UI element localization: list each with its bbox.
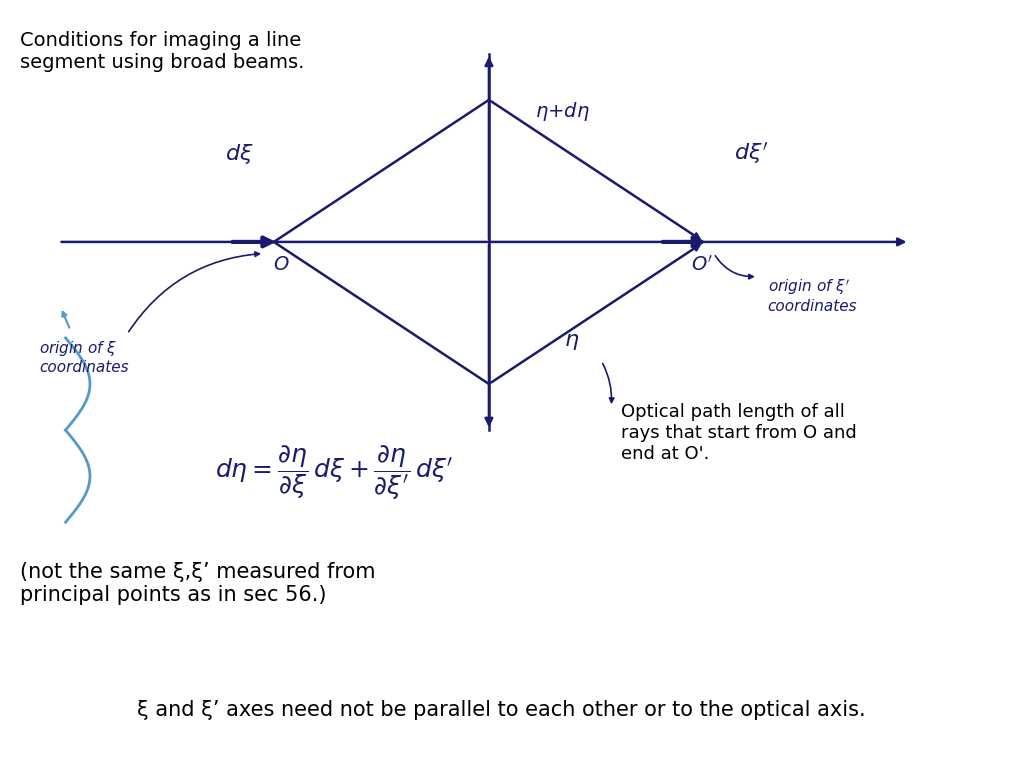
Text: (not the same ξ,ξ’ measured from
principal points as in sec 56.): (not the same ξ,ξ’ measured from princip…	[19, 562, 375, 605]
Text: origin of $\xi'$
coordinates: origin of $\xi'$ coordinates	[768, 277, 857, 314]
Text: $d\xi'$: $d\xi'$	[734, 141, 768, 167]
Text: Conditions for imaging a line
segment using broad beams.: Conditions for imaging a line segment us…	[19, 31, 304, 71]
Text: $d\xi$: $d\xi$	[225, 141, 254, 166]
Text: origin of $\xi$
coordinates: origin of $\xi$ coordinates	[39, 339, 129, 376]
Text: $\eta$: $\eta$	[564, 332, 580, 352]
Text: $O$: $O$	[273, 256, 290, 274]
Text: $d\eta = \dfrac{\partial\eta}{\partial\xi}\,d\xi + \dfrac{\partial\eta}{\partial: $d\eta = \dfrac{\partial\eta}{\partial\x…	[215, 443, 454, 502]
Text: ξ and ξ’ axes need not be parallel to each other or to the optical axis.: ξ and ξ’ axes need not be parallel to ea…	[137, 700, 865, 720]
Text: $\eta{+}d\eta$: $\eta{+}d\eta$	[535, 100, 590, 123]
Text: $O'$: $O'$	[691, 255, 714, 275]
Text: Optical path length of all
rays that start from O and
end at O'.: Optical path length of all rays that sta…	[621, 403, 857, 463]
